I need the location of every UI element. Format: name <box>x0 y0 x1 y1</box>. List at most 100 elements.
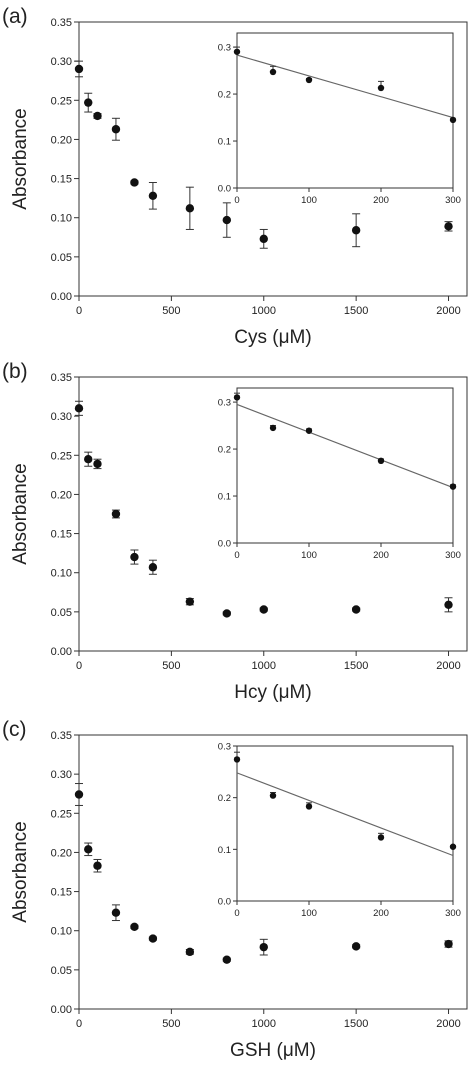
inset-y-tick-label: 0.3 <box>218 742 231 753</box>
y-tick-label: 0.30 <box>51 411 72 423</box>
plot-frame <box>78 21 468 297</box>
inset-data-point <box>377 457 385 465</box>
inset-fit-line <box>236 772 454 857</box>
x-tick-label: 1000 <box>252 1018 276 1030</box>
inset-y-tick-label: 0.2 <box>218 793 231 804</box>
y-tick-label: 0.20 <box>51 489 72 501</box>
y-tick-label: 0.10 <box>51 213 72 225</box>
inset-x-tick-label: 300 <box>445 195 461 206</box>
inset-frame <box>236 387 454 544</box>
data-point <box>93 459 102 469</box>
inset-x-tick-label: 200 <box>373 550 389 561</box>
data-point <box>259 942 268 952</box>
data-point <box>185 204 195 213</box>
data-point <box>148 191 158 200</box>
y-tick-label: 0.35 <box>51 730 72 742</box>
inset-frame <box>236 745 454 902</box>
inset-fit-line <box>236 54 454 119</box>
inset-x-tick-label: 0 <box>234 195 239 206</box>
x-tick-label: 500 <box>162 1018 180 1030</box>
x-axis-title: GSH (μM) <box>230 1040 316 1061</box>
data-point <box>111 908 121 917</box>
y-tick-label: 0.25 <box>51 808 72 820</box>
inset-data-point <box>449 483 457 490</box>
data-point <box>84 98 93 107</box>
data-point <box>185 947 195 957</box>
x-tick-label: 0 <box>76 1018 82 1030</box>
y-tick-label: 0.05 <box>51 607 72 619</box>
inset-data-point <box>449 843 457 850</box>
y-tick-label: 0.00 <box>51 291 72 303</box>
y-tick-label: 0.30 <box>51 769 72 781</box>
y-tick-label: 0.25 <box>51 450 72 462</box>
data-point <box>74 404 84 413</box>
inset-fit-line <box>236 403 454 489</box>
inset-x-tick-label: 0 <box>234 550 239 561</box>
y-axis-title: Absorbance <box>10 821 31 922</box>
inset-y-tick-label: 0.2 <box>218 445 231 456</box>
inset-y-tick-label: 0.1 <box>218 492 231 503</box>
plot-frame <box>78 376 468 652</box>
inset-data-point <box>305 803 313 810</box>
data-point <box>351 605 361 614</box>
y-tick-label: 0.15 <box>51 174 72 186</box>
y-tick-label: 0.05 <box>51 965 72 977</box>
x-axis-title: Hcy (μM) <box>234 682 311 703</box>
data-point <box>444 222 453 231</box>
panel-1: (a)0.000.050.100.150.200.250.300.350 500 1… <box>2 5 468 348</box>
x-tick-label: 1500 <box>344 660 368 672</box>
inset-x-tick-label: 0 <box>234 908 239 919</box>
inset-x-tick-label: 200 <box>373 908 389 919</box>
y-tick-label: 0.25 <box>51 95 72 107</box>
data-point <box>444 600 453 610</box>
inset: 0.0 0.1 0.2 0.3 0 100 200 300 <box>218 387 461 561</box>
y-axis-title: Absorbance <box>10 108 31 209</box>
data-point <box>444 939 453 949</box>
data-point <box>185 597 195 606</box>
inset-y-tick-label: 0.0 <box>218 539 231 550</box>
x-tick-label: 2000 <box>436 660 460 672</box>
x-tick-label: 1000 <box>252 660 276 672</box>
inset-data-point <box>305 427 313 434</box>
inset-data-point <box>233 756 241 763</box>
inset-frame <box>236 32 454 189</box>
inset-y-tick-label: 0.0 <box>218 184 231 195</box>
data-point <box>259 234 268 244</box>
plot-frame <box>78 734 468 1010</box>
inset-x-tick-label: 300 <box>445 908 461 919</box>
inset-data-point <box>233 394 241 401</box>
inset-data-point <box>449 116 457 124</box>
inset-x-tick-label: 200 <box>373 195 389 206</box>
data-point <box>130 178 139 187</box>
panel-label: (a) <box>2 5 28 28</box>
inset-data-point <box>269 792 277 799</box>
data-point <box>130 922 139 931</box>
data-point <box>74 790 84 799</box>
data-point <box>148 563 158 572</box>
x-tick-label: 0 <box>76 305 82 317</box>
y-tick-label: 0.20 <box>51 134 72 146</box>
y-tick-label: 0.05 <box>51 252 72 264</box>
x-tick-label: 1500 <box>344 305 368 317</box>
data-point <box>351 226 361 235</box>
inset-y-tick-label: 0.1 <box>218 137 231 148</box>
inset-x-tick-label: 300 <box>445 550 461 561</box>
data-point <box>84 455 93 464</box>
inset-y-tick-label: 0.2 <box>218 90 231 101</box>
y-tick-label: 0.15 <box>51 887 72 899</box>
y-tick-label: 0.35 <box>51 372 72 384</box>
inset-y-tick-label: 0.3 <box>218 43 231 54</box>
x-tick-label: 2000 <box>436 1018 460 1030</box>
inset-x-tick-label: 100 <box>301 908 317 919</box>
data-point <box>222 955 232 964</box>
data-point <box>111 125 121 134</box>
inset-y-tick-label: 0.1 <box>218 845 231 856</box>
panel-label: (c) <box>2 718 27 741</box>
data-point <box>74 64 84 74</box>
inset-data-point <box>377 84 385 92</box>
y-tick-label: 0.15 <box>51 529 72 541</box>
data-point <box>222 609 232 618</box>
x-tick-label: 500 <box>162 660 180 672</box>
data-point <box>84 845 93 854</box>
y-tick-label: 0.00 <box>51 1004 72 1016</box>
